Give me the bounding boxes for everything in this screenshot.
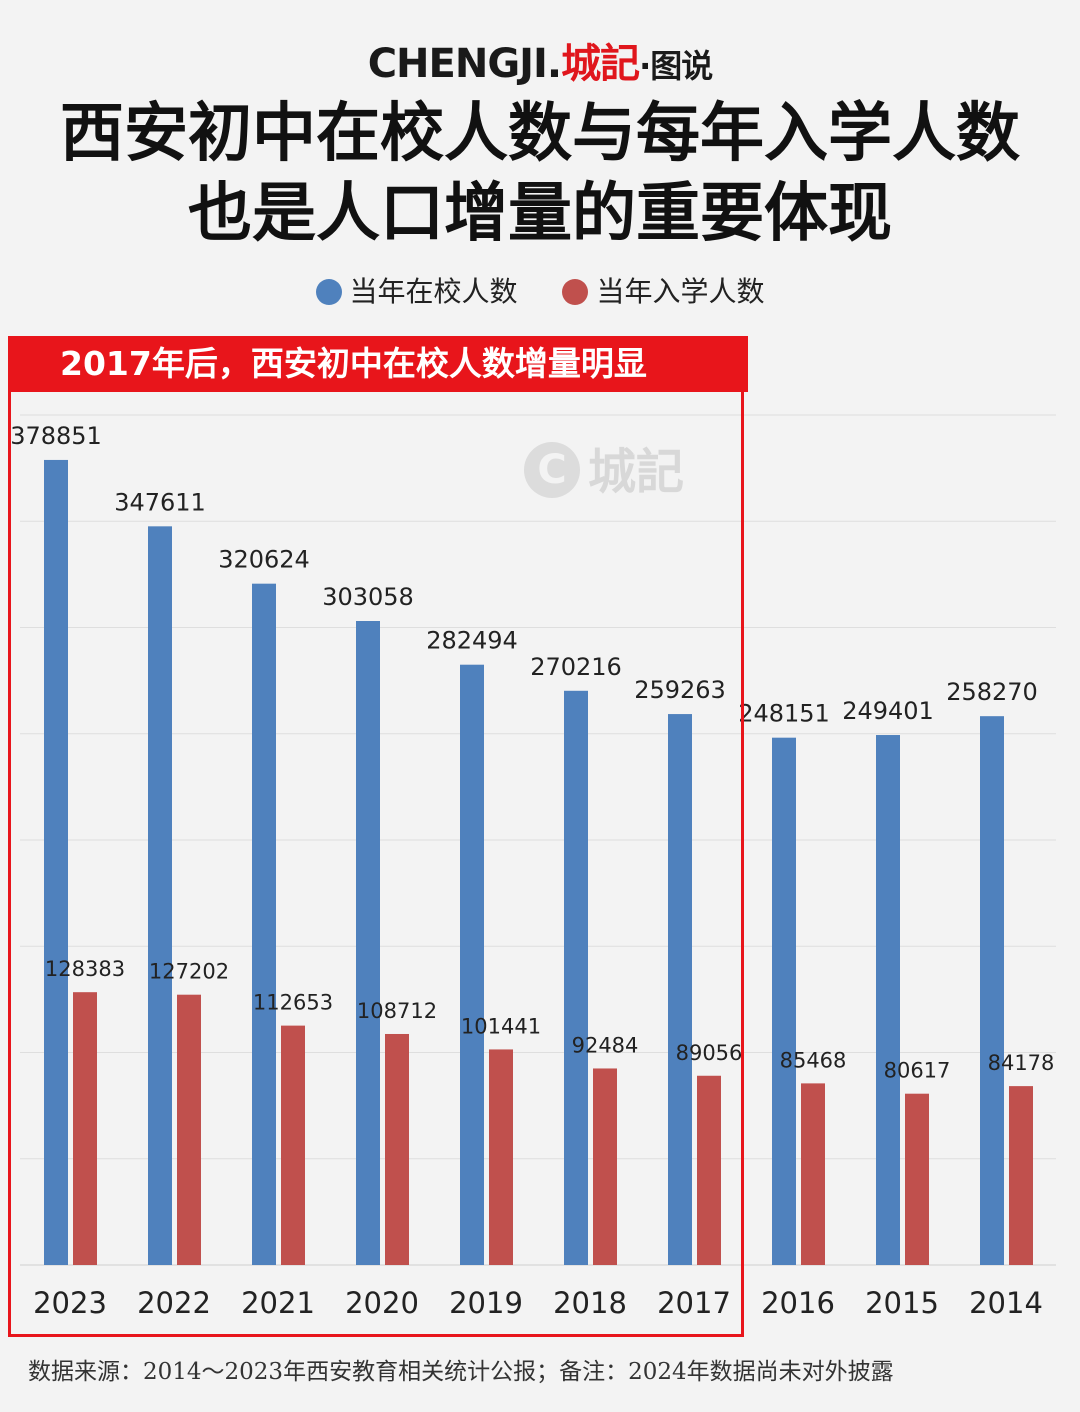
brand-logo: CHENGJI.城記·图说 <box>0 40 1080 90</box>
data-label-enrolled: 258270 <box>946 678 1038 706</box>
bar-intake <box>385 1033 409 1265</box>
data-label-enrolled: 282494 <box>426 627 518 655</box>
bar-enrolled <box>772 737 796 1265</box>
bar-enrolled <box>876 735 900 1265</box>
bar-enrolled <box>460 664 484 1265</box>
brand-sub: ·图说 <box>639 47 713 85</box>
x-tick-label: 2023 <box>33 1286 107 1320</box>
data-label-intake: 80617 <box>884 1059 951 1083</box>
data-label-enrolled: 248151 <box>738 700 830 728</box>
data-label-intake: 85468 <box>780 1048 847 1072</box>
x-tick-label: 2022 <box>137 1286 211 1320</box>
data-label-enrolled: 303058 <box>322 583 414 611</box>
chart-title-line2: 也是人口增量的重要体现 <box>188 176 892 251</box>
bar-intake <box>73 992 97 1265</box>
bar-enrolled <box>564 690 588 1265</box>
bar-enrolled <box>44 459 68 1265</box>
x-tick-label: 2015 <box>865 1286 939 1320</box>
bar-enrolled <box>252 583 276 1265</box>
bar-intake <box>593 1068 617 1265</box>
x-tick-label: 2021 <box>241 1286 315 1320</box>
bar-intake <box>177 994 201 1265</box>
bar-enrolled <box>668 714 692 1265</box>
data-label-enrolled: 320624 <box>218 546 310 574</box>
data-label-intake: 108712 <box>357 999 437 1023</box>
data-label-intake: 101441 <box>461 1014 541 1038</box>
legend-swatch-enrolled <box>315 279 342 305</box>
data-label-enrolled: 270216 <box>530 653 622 681</box>
x-tick-label: 2018 <box>553 1286 627 1320</box>
watermark-text: 城記 <box>588 444 685 500</box>
data-label-intake: 84178 <box>988 1051 1055 1075</box>
data-label-intake: 89056 <box>676 1041 743 1065</box>
data-label-intake: 128383 <box>45 957 125 981</box>
chart-legend: 当年在校人数 当年入学人数 <box>0 272 1080 312</box>
bar-enrolled <box>356 621 380 1265</box>
watermark-c-icon: C <box>524 442 580 498</box>
brand-latin: CHENGJI. <box>367 41 562 87</box>
x-tick-label: 2017 <box>657 1286 731 1320</box>
legend-item-enrolled: 当年在校人数 <box>315 272 518 312</box>
bar-intake <box>905 1093 929 1265</box>
bar-intake <box>489 1049 513 1265</box>
data-label-enrolled: 249401 <box>842 697 934 725</box>
highlight-frame <box>8 336 744 1337</box>
x-tick-label: 2016 <box>761 1286 835 1320</box>
bar-intake <box>801 1083 825 1265</box>
x-tick-label: 2020 <box>345 1286 419 1320</box>
source-note: 数据来源：2014～2023年西安教育相关统计公报；备注：2024年数据尚未对外… <box>28 1359 894 1385</box>
legend-label-enrolled: 当年在校人数 <box>349 275 518 308</box>
data-label-intake: 92484 <box>572 1033 639 1057</box>
data-label-intake: 112653 <box>253 991 333 1015</box>
data-label-enrolled: 347611 <box>114 488 206 516</box>
bar-enrolled <box>148 526 172 1265</box>
data-label-intake: 127202 <box>149 960 229 984</box>
legend-swatch-intake <box>562 279 589 305</box>
brand-cn: 城記 <box>561 41 640 87</box>
bar-intake <box>281 1025 305 1265</box>
bar-enrolled <box>980 716 1004 1265</box>
legend-label-intake: 当年入学人数 <box>596 275 765 308</box>
data-label-enrolled: 378851 <box>10 422 102 450</box>
bar-intake <box>1009 1086 1033 1265</box>
bar-intake <box>697 1075 721 1265</box>
watermark: C 城記 <box>524 442 684 502</box>
highlight-banner: 2017年后，西安初中在校人数增量明显 <box>8 336 748 392</box>
legend-item-intake: 当年入学人数 <box>562 272 764 312</box>
x-tick-label: 2019 <box>449 1286 523 1320</box>
data-label-enrolled: 259263 <box>634 676 726 704</box>
chart-title-line1: 西安初中在校人数与每年入学人数 <box>60 96 1020 171</box>
x-tick-label: 2014 <box>969 1286 1043 1320</box>
